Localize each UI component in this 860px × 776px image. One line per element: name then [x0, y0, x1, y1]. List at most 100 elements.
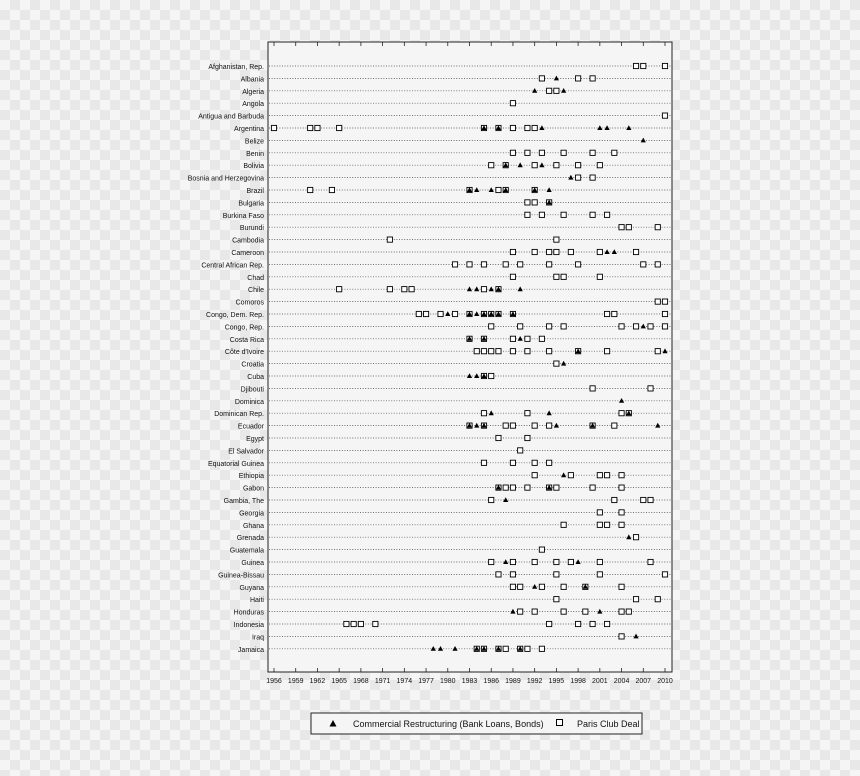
x-tick-label: 2010 — [657, 678, 673, 685]
country-label: Indonesia — [234, 622, 264, 629]
paris-club-marker — [553, 558, 560, 566]
paris-club-marker — [596, 521, 603, 528]
paris-club-marker — [531, 124, 538, 132]
country-row: Honduras — [234, 608, 671, 617]
country-label: Guyana — [239, 585, 264, 592]
paris-club-marker — [567, 472, 574, 479]
paris-club-marker — [575, 174, 582, 181]
country-row: Gabon — [243, 484, 671, 493]
country-row: Cameroon — [231, 248, 671, 257]
commercial-marker — [474, 422, 480, 428]
paris-club-marker — [640, 261, 647, 268]
country-label: Antigua and Barbuda — [198, 114, 264, 121]
paris-club-marker — [451, 261, 459, 268]
paris-club-marker — [604, 211, 611, 218]
country-label: Belize — [245, 138, 264, 145]
paris-club-marker — [502, 645, 509, 652]
country-row: Albania — [241, 75, 671, 83]
paris-club-marker — [596, 162, 603, 169]
commercial-marker — [575, 559, 581, 564]
commercial-marker — [445, 311, 451, 316]
paris-club-marker — [502, 261, 509, 268]
paris-club-marker — [661, 62, 669, 70]
country-row: Côte d'Ivoire — [225, 348, 671, 356]
country-label: Guatemala — [230, 548, 264, 555]
country-label: Congo, Dem. Rep. — [206, 312, 264, 319]
country-row: Cuba — [247, 372, 671, 381]
country-label: Central African Rep. — [201, 262, 264, 269]
commercial-marker — [546, 187, 552, 192]
country-label: Brazil — [246, 188, 264, 195]
paris-club-marker — [509, 124, 516, 132]
x-tick-label: 1968 — [353, 678, 369, 685]
commercial-marker — [481, 422, 487, 428]
x-tick-label: 1959 — [288, 678, 304, 685]
paris-club-marker — [575, 75, 582, 82]
paris-club-marker — [553, 162, 560, 169]
country-label: Gabon — [243, 486, 264, 493]
paris-club-marker — [560, 211, 567, 218]
commercial-marker — [481, 336, 487, 341]
country-label: Costa Rica — [230, 337, 264, 344]
paris-club-marker — [582, 608, 589, 615]
x-tick-label: 1989 — [505, 678, 521, 685]
country-row: Chile — [248, 286, 671, 294]
country-row: Guinea-Bissau — [218, 571, 671, 579]
paris-club-marker — [488, 162, 495, 169]
paris-club-marker — [495, 434, 502, 442]
country-row: Gambia, The — [224, 496, 671, 505]
paris-club-marker — [538, 335, 545, 342]
commercial-marker — [474, 286, 480, 292]
country-label: Argentina — [234, 126, 264, 133]
paris-club-marker — [647, 496, 654, 504]
country-row: Algeria — [242, 87, 671, 96]
country-row: Iraq — [252, 633, 671, 641]
paris-club-marker — [589, 484, 596, 491]
paris-club-marker — [509, 459, 516, 466]
paris-club-marker — [524, 199, 531, 206]
paris-club-marker — [618, 583, 625, 590]
paris-club-marker — [524, 149, 531, 156]
paris-club-marker — [336, 124, 343, 132]
paris-club-marker — [654, 261, 661, 268]
paris-club-marker — [647, 323, 654, 330]
paris-club-marker — [567, 558, 574, 566]
country-label: Benin — [246, 151, 264, 158]
commercial-marker — [495, 646, 502, 651]
paris-club-marker — [632, 534, 640, 541]
paris-club-marker — [480, 261, 488, 268]
paris-club-marker — [560, 323, 567, 330]
paris-club-marker — [618, 410, 625, 417]
paris-club-marker — [589, 620, 596, 628]
commercial-marker — [546, 484, 552, 490]
commercial-marker — [626, 125, 632, 130]
paris-club-marker — [560, 608, 567, 615]
paris-club-marker — [466, 261, 473, 268]
country-row: Central African Rep. — [201, 261, 671, 269]
country-row: Guatemala — [230, 546, 671, 555]
paris-club-marker — [640, 496, 647, 504]
paris-club-marker — [618, 608, 625, 615]
paris-club-marker — [560, 273, 567, 280]
commercial-marker — [561, 360, 567, 366]
commercial-marker — [474, 646, 480, 651]
paris-club-marker — [611, 310, 618, 318]
paris-club-marker — [495, 348, 502, 355]
paris-club-marker — [386, 286, 393, 293]
country-label: Chile — [248, 287, 264, 294]
country-label: Guinea-Bissau — [218, 572, 264, 579]
paris-club-marker — [509, 484, 516, 491]
paris-club-marker — [560, 583, 567, 590]
commercial-marker — [510, 311, 516, 316]
paris-club-marker — [473, 348, 480, 355]
commercial-marker — [488, 286, 494, 292]
commercial-marker — [604, 125, 610, 130]
paris-club-marker — [553, 360, 560, 367]
commercial-marker — [481, 125, 487, 130]
paris-club-marker — [575, 620, 582, 628]
paris-club-marker — [640, 62, 647, 70]
paris-club-marker — [546, 422, 553, 429]
paris-club-marker — [509, 571, 516, 578]
country-label: Bosnia and Herzegovina — [188, 176, 264, 183]
commercial-marker — [495, 125, 502, 130]
